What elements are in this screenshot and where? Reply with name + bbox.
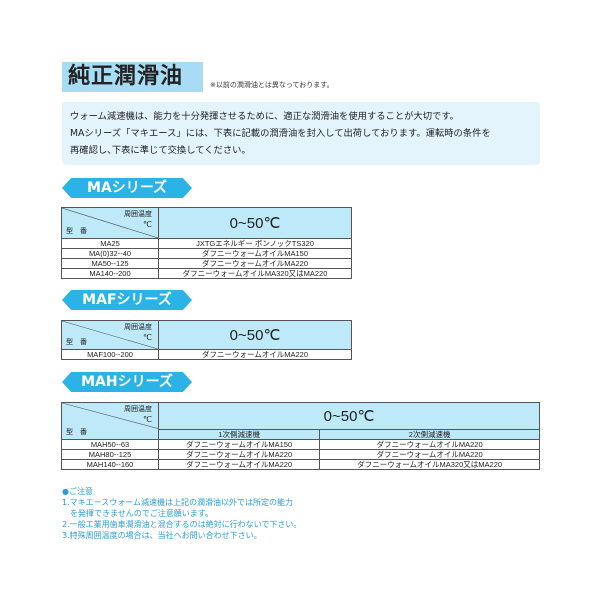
corner-header: 周囲温度 ℃ 型 番 (61, 207, 159, 239)
oil-cell: ダフニーウォームオイルMA220 (319, 449, 540, 460)
oil-cell: ダフニーウォームオイルMA220 (157, 449, 321, 460)
table-row: MAH50-‐63 ダフニーウォームオイルMA150 ダフニーウォームオイルMA22… (61, 439, 540, 450)
notes: ●ご注意 1.マキエースウォーム減速機は上記の潤滑油以外では所定の能力 を発揮で… (62, 486, 301, 541)
temp-range: 0~50℃ (158, 402, 540, 430)
ambient-label: 周囲温度 (124, 324, 152, 331)
oil-cell: ダフニーウォームオイルMA150 (157, 439, 321, 450)
intro-line: MAシリーズ「マキエース」には、下表に記載の潤滑油を封入して出荷しております。運… (70, 128, 491, 139)
table-row: MA25 JXTGエネルギー ボンノックTS320 (61, 238, 352, 249)
table-row: MA140-‐200 ダフニーウォームオイルMA320又はMA220 (61, 268, 352, 279)
title-note: ※以前の潤滑油とは異なっております。 (210, 81, 334, 89)
oil-cell: ダフニーウォームオイルMA150 (158, 248, 352, 259)
ma-table: 周囲温度 ℃ 型 番 0~50℃ MA25 JXTGエネルギー ボンノックTS320 M… (61, 207, 352, 279)
maf-series-banner: MAFシリーズ (62, 290, 192, 310)
oil-cell: ダフニーウォームオイルMA220 (319, 439, 540, 450)
note-item: 2.一般工業用歯車潤滑油と混合するのは絶対に行わないで下さい。 (62, 520, 302, 529)
corner-header: 周囲温度 ℃ 型 番 (61, 320, 159, 350)
model-cell: MA50-‐125 (61, 258, 159, 269)
ma-series-banner: MAシリーズ (62, 178, 192, 198)
oil-cell: JXTGエネルギー ボンノックTS320 (158, 238, 352, 249)
model-cell: MAH50-‐63 (61, 439, 159, 450)
model-cell: MAF100-‐200 (61, 349, 159, 360)
page-title: 純正潤滑油 (62, 62, 203, 92)
mah-table: 周囲温度 ℃ 型 番 0~50℃ 1次側減速機 2次側減速機 MAH50-‐63 ダフニー… (61, 402, 540, 470)
ambient-label: 周囲温度 (124, 406, 152, 413)
notes-heading: ●ご注意 (62, 487, 93, 496)
model-cell: MA25 (61, 238, 159, 249)
oil-cell: ダフニーウォームオイルMA220 (157, 459, 321, 470)
temp-range: 0~50℃ (158, 207, 352, 239)
note-item: 1.マキエースウォーム減速機は上記の潤滑油以外では所定の能力 (62, 498, 293, 507)
unit-label: ℃ (143, 220, 152, 229)
mah-series-banner: MAHシリーズ (62, 372, 192, 392)
model-cell: MA140-‐200 (61, 268, 159, 279)
oil-cell: ダフニーウォームオイルMA220 (158, 258, 352, 269)
temp-range: 0~50℃ (158, 320, 352, 350)
model-cell: MAH140-‐160 (61, 459, 159, 470)
intro-line: ウォーム減速機は、能力を十分発揮させるために、適正な潤滑油を使用することが大切で… (70, 111, 459, 122)
primary-header: 1次側減速機 (157, 429, 321, 440)
table-row: MAH140-‐160 ダフニーウォームオイルMA220 ダフニーウォームオイルMA… (61, 459, 540, 470)
unit-label: ℃ (143, 415, 152, 424)
table-row: MA(0)32-‐40 ダフニーウォームオイルMA150 (61, 248, 352, 259)
oil-cell: ダフニーウォームオイルMA320又はMA220 (319, 459, 540, 470)
unit-label: ℃ (143, 333, 152, 342)
table-row: MA50-‐125 ダフニーウォームオイルMA220 (61, 258, 352, 269)
ambient-label: 周囲温度 (124, 211, 152, 218)
maf-table: 周囲温度 ℃ 型 番 0~50℃ MAF100-‐200 ダフニーウォームオイルMA22… (61, 320, 352, 360)
intro-box: ウォーム減速機は、能力を十分発揮させるために、適正な潤滑油を使用することが大切で… (62, 102, 540, 165)
table-row: MAH80-‐125 ダフニーウォームオイルMA220 ダフニーウォームオイルMA2… (61, 449, 540, 460)
note-item: 3.特殊周囲温度の場合は、当社へお問い合わせ下さい。 (62, 531, 262, 540)
model-cell: MAH80-‐125 (61, 449, 159, 460)
oil-cell: ダフニーウォームオイルMA320又はMA220 (158, 268, 352, 279)
table-row: MAF100-‐200 ダフニーウォームオイルMA220 (61, 349, 352, 360)
oil-cell: ダフニーウォームオイルMA220 (158, 349, 352, 360)
model-label: 型 番 (66, 429, 87, 436)
intro-line: 再確認し､下表に準じて交換してください。 (70, 145, 251, 156)
corner-header: 周囲温度 ℃ 型 番 (61, 402, 159, 440)
secondary-header: 2次側減速機 (319, 429, 540, 440)
model-label: 型 番 (66, 339, 87, 346)
model-label: 型 番 (66, 228, 87, 235)
model-cell: MA(0)32-‐40 (61, 248, 159, 259)
note-item: を発揮できませんのでご注意願います。 (62, 509, 213, 518)
